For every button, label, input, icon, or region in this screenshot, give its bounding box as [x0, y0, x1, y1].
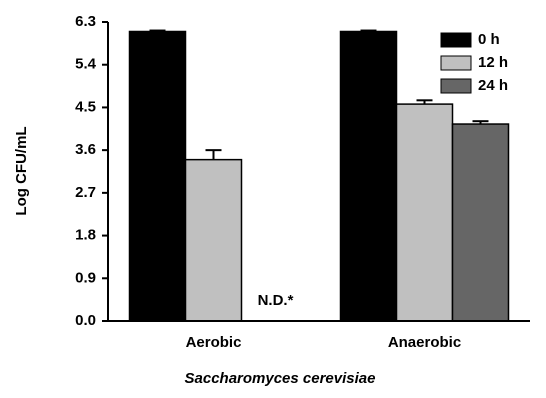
y-tick-label: 4.5	[75, 98, 96, 115]
y-tick-label: 2.7	[75, 184, 96, 201]
bar	[184, 158, 243, 322]
legend-label: 24 h	[478, 77, 508, 94]
bar	[395, 103, 454, 322]
error-bar	[472, 120, 489, 125]
legend-swatch	[440, 78, 472, 94]
x-axis-label: Saccharomyces cerevisiae	[185, 370, 376, 387]
error-bar	[416, 99, 433, 105]
error-bar	[205, 149, 222, 160]
error-bar	[360, 29, 377, 32]
y-tick-label: 0.0	[75, 312, 96, 329]
y-tick-label: 5.4	[75, 56, 97, 73]
annotation: N.D.*	[258, 292, 294, 309]
x-tick-label: Aerobic	[186, 334, 242, 351]
y-axis-label: Log CFU/mL	[13, 126, 30, 215]
legend-swatch	[440, 55, 472, 71]
legend-label: 0 h	[478, 31, 500, 48]
error-bar	[149, 29, 166, 32]
y-tick-label: 1.8	[75, 227, 96, 244]
y-tick-label: 6.3	[75, 13, 96, 30]
bar	[128, 30, 187, 322]
y-tick-label: 3.6	[75, 141, 96, 158]
y-tick-label: 0.9	[75, 269, 96, 286]
bar	[451, 123, 510, 322]
legend-label: 12 h	[478, 54, 508, 71]
x-tick-label: Anaerobic	[388, 334, 461, 351]
bar	[339, 30, 398, 322]
legend-swatch	[440, 32, 472, 48]
